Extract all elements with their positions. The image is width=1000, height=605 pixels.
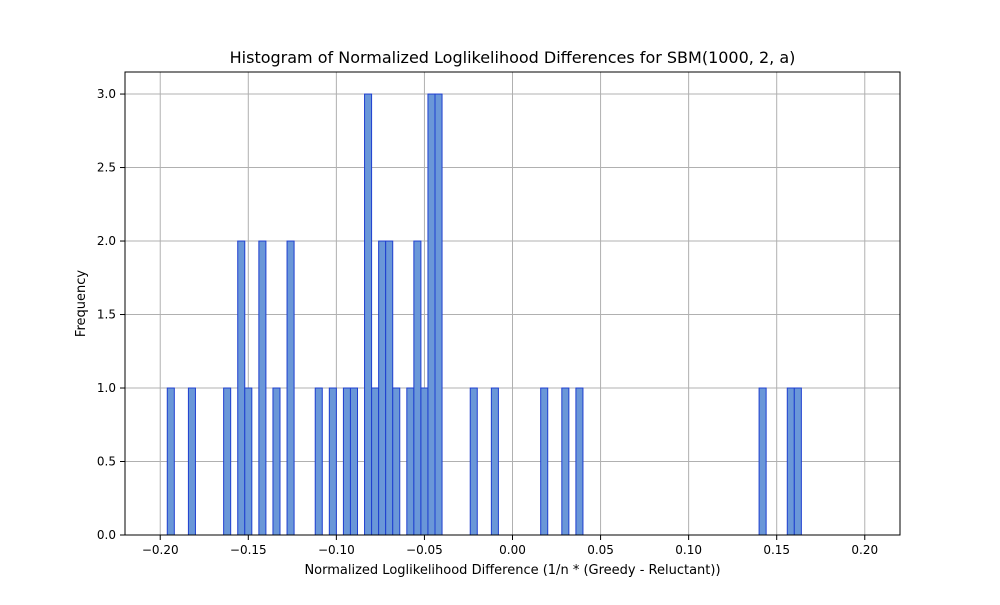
ticks-layer: −0.20 −0.15 −0.10 −0.05 0.00 0.05 0.10 0.15 0.20…: [97, 87, 878, 557]
x-tick-label: 0.10: [675, 543, 702, 557]
histogram-bar: [392, 387, 401, 536]
chart-title: Histogram of Normalized Loglikelihood Di…: [230, 48, 796, 67]
y-tick-label: 1.5: [97, 308, 116, 322]
histogram-bar: [364, 93, 373, 536]
histogram-bar: [490, 387, 499, 536]
histogram-bar: [272, 387, 281, 536]
x-tick-label: 0.20: [851, 543, 878, 557]
histogram-bar: [166, 387, 175, 536]
histogram-bar: [413, 240, 422, 536]
histogram-bar: [434, 93, 443, 536]
histogram-bar: [793, 387, 802, 536]
x-tick-label: 0.15: [763, 543, 790, 557]
y-tick-label: 0.5: [97, 455, 116, 469]
histogram-bar: [540, 387, 549, 536]
histogram-bar: [786, 387, 795, 536]
y-tick-label: 2.5: [97, 161, 116, 175]
histogram-bar: [237, 240, 246, 536]
histogram-bar: [223, 387, 232, 536]
histogram-bar: [286, 240, 295, 536]
histogram-bar: [342, 387, 351, 536]
y-axis-label: Frequency: [74, 270, 89, 337]
x-axis-label: Normalized Loglikelihood Difference (1/n…: [304, 563, 720, 578]
x-tick-label: −0.10: [318, 543, 355, 557]
x-tick-label: −0.15: [230, 543, 267, 557]
histogram-bar: [385, 240, 394, 536]
histogram-bar: [420, 387, 429, 536]
y-tick-label: 0.0: [97, 528, 116, 542]
y-tick-label: 1.0: [97, 381, 116, 395]
histogram-bar: [328, 387, 337, 536]
x-tick-label: 0.05: [587, 543, 614, 557]
x-tick-label: 0.00: [499, 543, 526, 557]
histogram-bar: [314, 387, 323, 536]
histogram-bar: [378, 240, 387, 536]
histogram-bar: [758, 387, 767, 536]
histogram-bar: [575, 387, 584, 536]
bars-layer: [166, 93, 802, 536]
histogram-bar: [427, 93, 436, 536]
x-tick-label: −0.05: [406, 543, 443, 557]
x-tick-label: −0.20: [142, 543, 179, 557]
histogram-bar: [469, 387, 478, 536]
histogram-bar: [258, 240, 267, 536]
histogram-bar: [406, 387, 415, 536]
y-tick-label: 2.0: [97, 234, 116, 248]
histogram-bar: [187, 387, 196, 536]
histogram-bar: [349, 387, 359, 536]
histogram-bar: [244, 387, 253, 536]
y-tick-label: 3.0: [97, 87, 116, 101]
histogram-bar: [371, 387, 380, 536]
histogram-bar: [561, 387, 570, 536]
